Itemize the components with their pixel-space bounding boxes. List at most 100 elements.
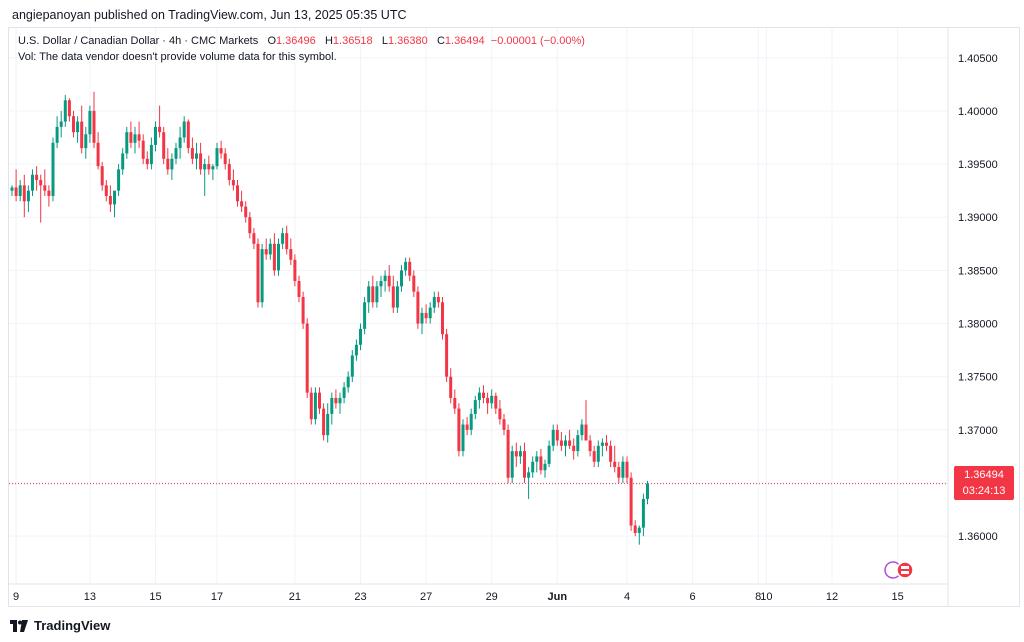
candle[interactable] [129,121,133,149]
candle[interactable] [502,413,506,436]
candle[interactable] [133,126,137,154]
candle[interactable] [363,296,367,335]
candle[interactable] [428,302,432,324]
candle[interactable] [334,389,338,409]
candle[interactable] [59,110,63,138]
candle[interactable] [605,435,608,452]
candle[interactable] [596,440,600,468]
footer-brand[interactable]: TradingView [10,618,110,633]
candle[interactable] [14,169,18,202]
candle[interactable] [469,408,473,436]
candle[interactable] [523,442,526,484]
candle[interactable] [584,400,588,441]
candle[interactable] [88,105,92,143]
candle[interactable] [137,121,141,149]
candle[interactable] [219,140,223,159]
candle[interactable] [227,158,231,186]
candle[interactable] [568,429,572,449]
candle[interactable] [51,137,55,202]
candle[interactable] [72,110,75,138]
candle[interactable] [486,392,490,414]
candle[interactable] [424,304,428,324]
candle[interactable] [613,445,617,473]
candle[interactable] [199,142,203,175]
candle[interactable] [609,440,613,468]
candle[interactable] [449,368,453,404]
candle[interactable] [281,227,285,250]
candle[interactable] [121,148,125,175]
candle[interactable] [322,403,326,441]
candle[interactable] [31,169,34,196]
candle[interactable] [84,126,88,159]
currency-flags-icon[interactable] [883,560,917,580]
candle[interactable] [22,174,26,218]
candle[interactable] [367,281,371,313]
candle[interactable] [26,185,30,212]
candle[interactable] [117,164,121,196]
candle[interactable] [207,155,211,175]
candle[interactable] [400,265,403,292]
candle[interactable] [588,435,592,457]
candle[interactable] [445,328,449,383]
candle[interactable] [535,451,539,473]
candle[interactable] [506,424,510,484]
candle[interactable] [39,174,43,223]
candle[interactable] [510,445,514,484]
candle[interactable] [412,270,416,297]
candle[interactable] [158,105,162,138]
candle[interactable] [592,445,596,468]
candle[interactable] [338,392,342,414]
candle[interactable] [63,94,67,127]
candle[interactable] [309,387,313,425]
candle[interactable] [223,148,227,170]
candle[interactable] [375,281,379,308]
candle[interactable] [646,480,649,505]
candle[interactable] [190,137,194,165]
candle[interactable] [354,339,358,361]
candle[interactable] [297,275,301,303]
candle[interactable] [162,126,166,165]
candle[interactable] [92,91,96,149]
candle[interactable] [277,238,280,276]
candle[interactable] [416,286,420,329]
candle[interactable] [231,169,235,191]
candle[interactable] [629,472,633,531]
symbol-title[interactable]: U.S. Dollar / Canadian Dollar · 4h · CMC… [18,35,259,47]
candle[interactable] [305,318,309,398]
candle[interactable] [211,164,215,181]
candle[interactable] [494,392,498,414]
candle[interactable] [441,296,444,340]
candle[interactable] [408,257,412,282]
candle[interactable] [252,227,256,250]
candle[interactable] [547,440,551,468]
candle[interactable] [10,185,14,196]
candle[interactable] [236,180,239,207]
candle[interactable] [387,265,391,292]
candle[interactable] [215,142,219,170]
candle[interactable] [555,424,559,446]
candle[interactable] [564,435,567,457]
candle[interactable] [195,142,198,170]
candle[interactable] [67,98,71,122]
candle[interactable] [268,238,272,260]
candle[interactable] [55,116,59,149]
candle[interactable] [539,448,543,475]
candle[interactable] [490,389,494,409]
candle[interactable] [203,158,207,196]
candle[interactable] [527,467,531,499]
candle[interactable] [518,445,522,464]
candle[interactable] [272,233,276,276]
candle[interactable] [391,275,395,313]
candle[interactable] [293,254,297,287]
candle[interactable] [621,456,625,484]
candle[interactable] [264,238,268,260]
candle[interactable] [170,153,174,181]
candle[interactable] [289,238,293,266]
candle[interactable] [149,137,153,170]
candle[interactable] [342,382,346,404]
candle[interactable] [104,180,108,202]
candle[interactable] [346,371,350,393]
candle[interactable] [285,225,289,255]
candle[interactable] [580,419,584,441]
